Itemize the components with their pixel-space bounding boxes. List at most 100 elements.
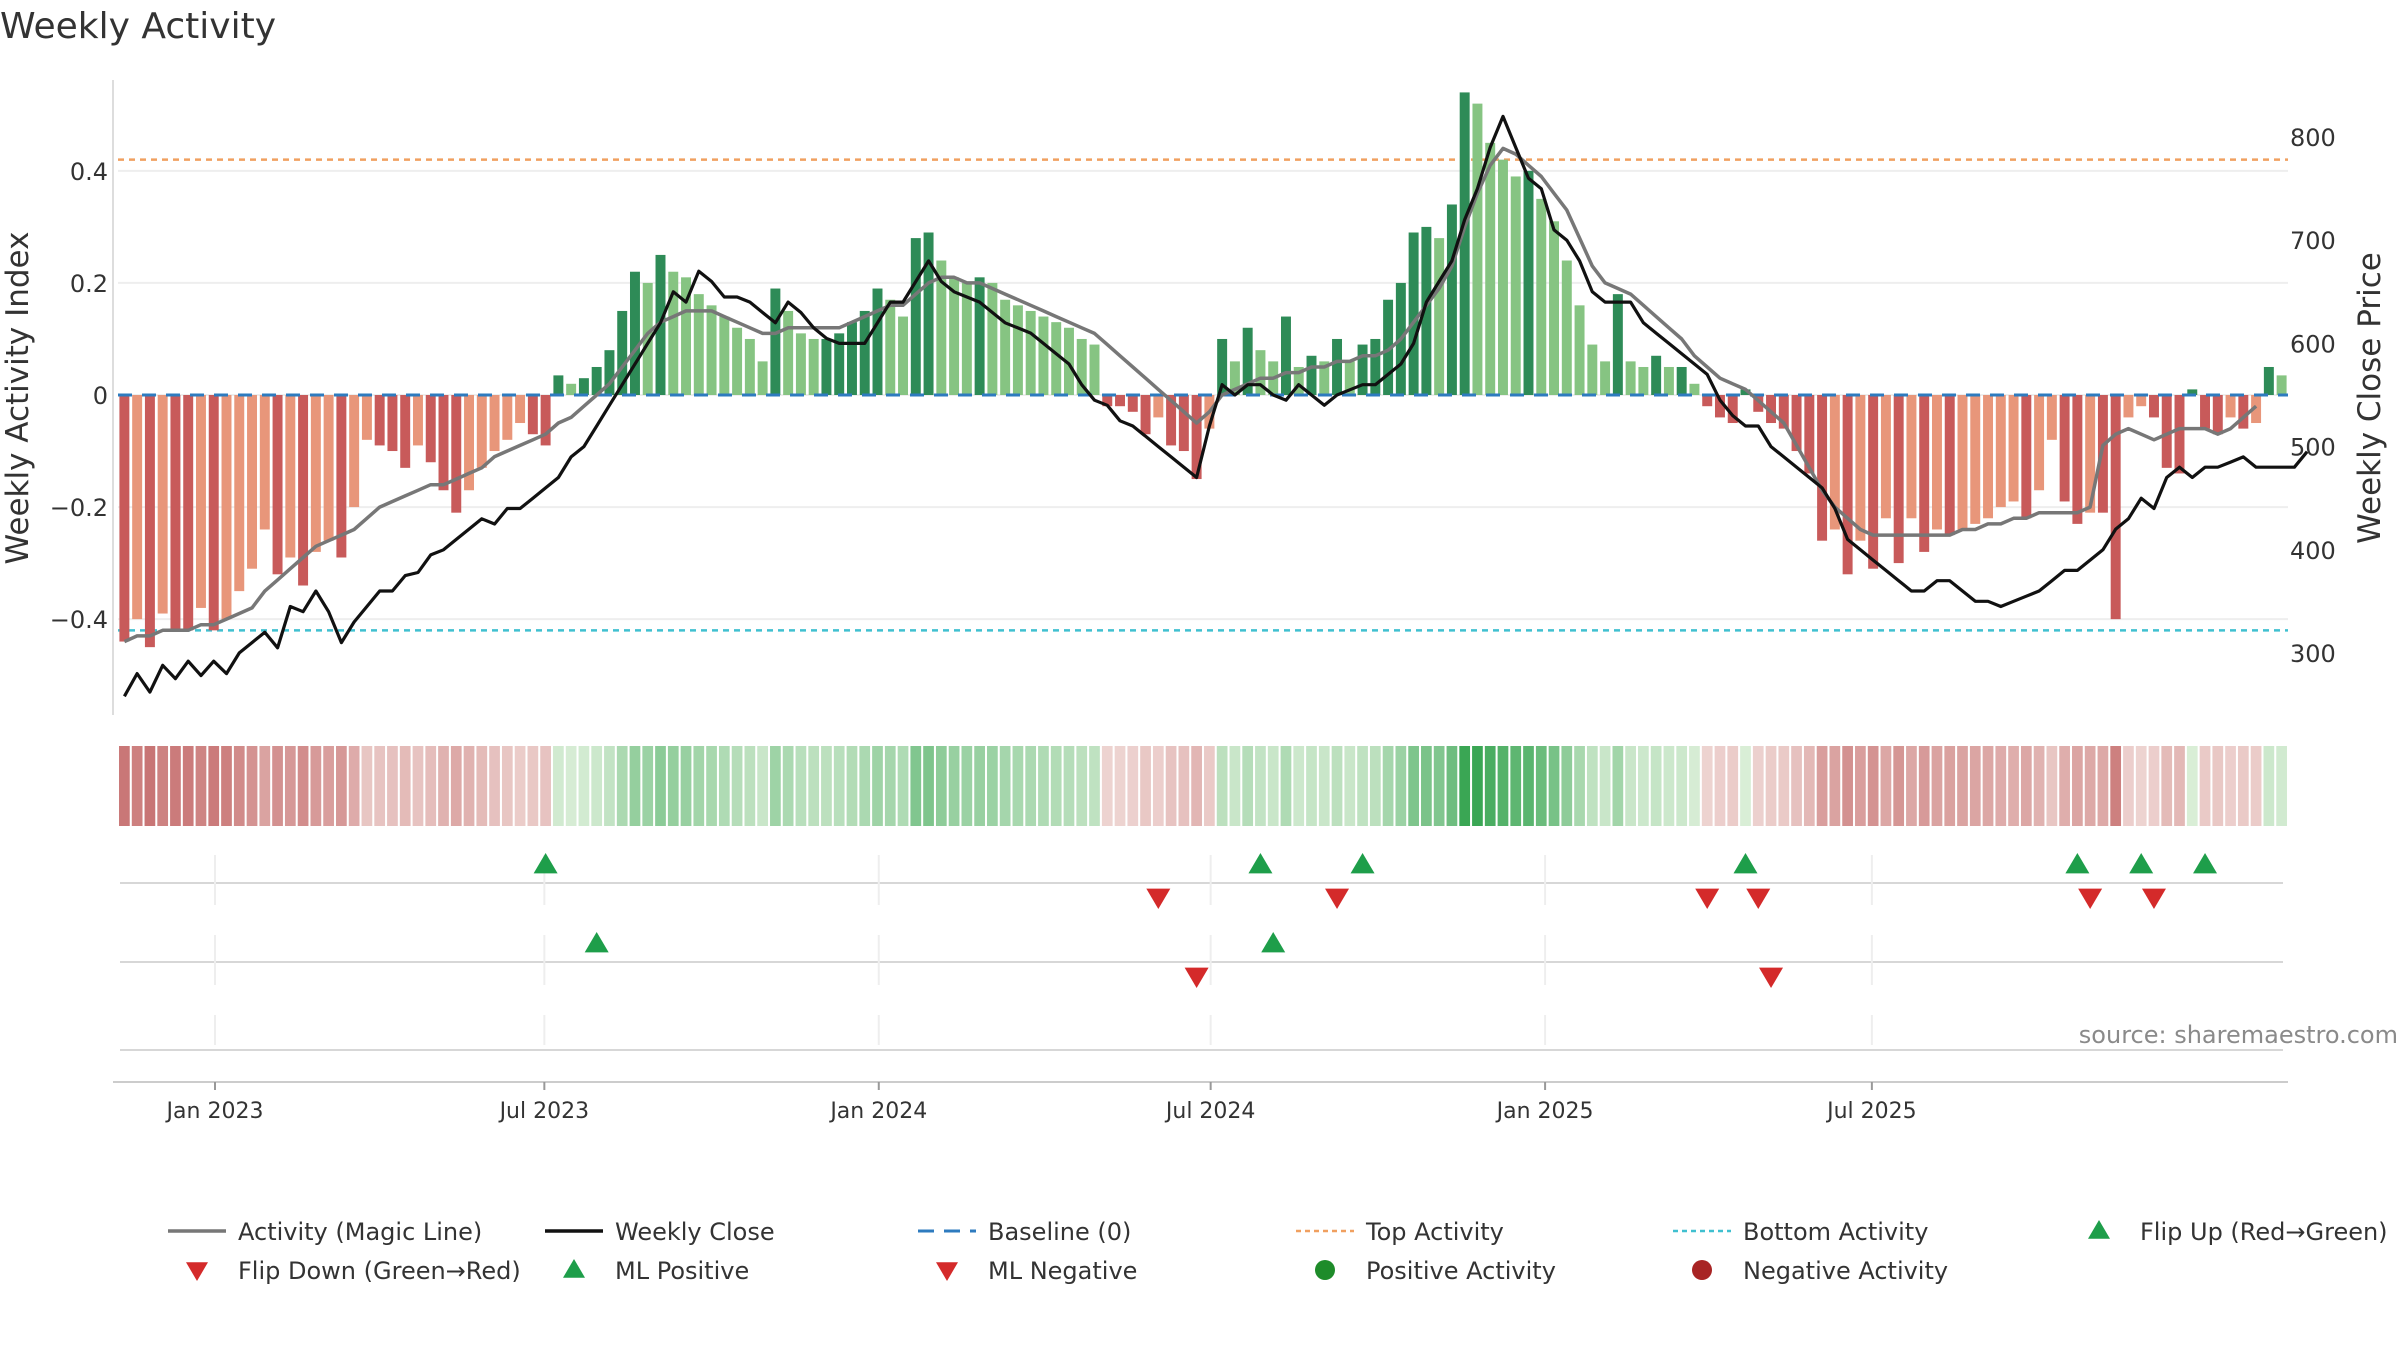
activity-bar bbox=[795, 333, 806, 395]
heat-cell bbox=[1867, 746, 1879, 826]
heat-cell bbox=[1306, 746, 1317, 826]
heat-cell bbox=[1574, 746, 1585, 826]
activity-bar bbox=[2034, 395, 2045, 491]
ml-positive-marker bbox=[1261, 932, 1286, 953]
heat-cell bbox=[1561, 746, 1573, 826]
y-tick-label: 0.2 bbox=[70, 270, 108, 298]
heat-cell bbox=[425, 746, 437, 826]
heat-cell bbox=[1663, 746, 1675, 826]
activity-bar bbox=[566, 383, 577, 395]
heat-cell bbox=[2033, 746, 2045, 826]
activity-bar bbox=[1625, 361, 1636, 395]
activity-bar bbox=[1753, 395, 1764, 412]
y-tick-label: −0.2 bbox=[50, 494, 108, 522]
activity-bar bbox=[1944, 395, 1955, 536]
magic-line bbox=[123, 146, 2258, 644]
activity-bar bbox=[540, 395, 551, 446]
heat-cell bbox=[233, 746, 245, 826]
activity-bar bbox=[1651, 355, 1662, 395]
activity-bar bbox=[1714, 395, 1725, 418]
activity-bar bbox=[1817, 395, 1828, 541]
activity-bar bbox=[1472, 103, 1483, 395]
heat-cell bbox=[553, 746, 564, 826]
heat-cell bbox=[144, 746, 156, 826]
heat-cell bbox=[2148, 746, 2160, 826]
activity-bar bbox=[451, 395, 462, 513]
heat-cell bbox=[1318, 746, 1330, 826]
heat-cell bbox=[2161, 746, 2173, 826]
chart-title: Weekly Activity bbox=[0, 6, 276, 47]
activity-bar bbox=[438, 395, 449, 491]
heat-cell bbox=[1791, 746, 1802, 826]
activity-bar bbox=[387, 395, 398, 452]
activity-bar bbox=[1676, 366, 1687, 395]
y2-tick-label: 400 bbox=[2290, 537, 2336, 565]
activity-bar bbox=[349, 395, 360, 508]
heat-cell bbox=[1497, 746, 1509, 826]
heat-cell bbox=[1484, 746, 1496, 826]
heat-cell bbox=[642, 746, 654, 826]
activity-bar bbox=[527, 395, 538, 435]
heat-cell bbox=[1433, 746, 1445, 826]
activity-bar bbox=[783, 310, 794, 395]
heat-cell bbox=[1510, 746, 1522, 826]
activity-bar bbox=[1766, 395, 1777, 424]
flip-up-marker bbox=[2065, 853, 2090, 874]
legend-item: Flip Up (Red→Green) bbox=[2088, 1218, 2388, 1246]
heat-cell bbox=[1982, 746, 1994, 826]
activity-bar bbox=[1663, 366, 1674, 395]
legend-label: Activity (Magic Line) bbox=[238, 1218, 482, 1246]
activity-bar bbox=[706, 305, 717, 395]
activity-bar bbox=[1906, 395, 1917, 519]
legend-item: Negative Activity bbox=[1692, 1257, 1948, 1285]
activity-bar bbox=[1089, 344, 1100, 395]
heat-cell bbox=[604, 746, 615, 826]
activity-bar bbox=[2251, 395, 2262, 424]
heat-cell bbox=[1204, 746, 1215, 826]
heat-cell bbox=[170, 746, 181, 826]
heat-cell bbox=[246, 746, 258, 826]
activity-bar bbox=[272, 395, 283, 575]
legend-swatch-down-triangle bbox=[936, 1262, 958, 1281]
heat-cell bbox=[1906, 746, 1917, 826]
heat-cell bbox=[846, 746, 858, 826]
activity-bar bbox=[1561, 260, 1572, 395]
heat-cell bbox=[999, 746, 1011, 826]
heat-cell bbox=[1650, 746, 1662, 826]
heat-cell bbox=[795, 746, 807, 826]
activity-bar bbox=[1919, 395, 1930, 552]
heat-cell bbox=[1025, 746, 1037, 826]
legend-swatch-up-triangle bbox=[2088, 1220, 2110, 1239]
flip-down-marker bbox=[2078, 888, 2103, 909]
heat-cell bbox=[1293, 746, 1305, 826]
heat-cell bbox=[1178, 746, 1190, 826]
activity-bar bbox=[693, 294, 704, 395]
heat-cell bbox=[2008, 746, 2019, 826]
activity-bar bbox=[502, 395, 513, 440]
activity-bar bbox=[1574, 305, 1585, 395]
heat-cell bbox=[1689, 746, 1700, 826]
heat-cell bbox=[1625, 746, 1636, 826]
activity-bar bbox=[732, 327, 743, 395]
heat-cell bbox=[706, 746, 717, 826]
activity-bar bbox=[1332, 338, 1343, 395]
activity-bar bbox=[1242, 327, 1253, 395]
activity-bar bbox=[2059, 395, 2070, 502]
activity-bar bbox=[1025, 310, 1036, 395]
activity-bar bbox=[872, 288, 883, 395]
activity-bar bbox=[489, 395, 500, 452]
activity-bar bbox=[285, 395, 296, 558]
heat-cell bbox=[2097, 746, 2109, 826]
flip-down-marker bbox=[2141, 888, 2166, 909]
activity-bar bbox=[1829, 395, 1840, 530]
activity-bar bbox=[1983, 395, 1994, 519]
legend-label: Flip Up (Red→Green) bbox=[2140, 1218, 2388, 1246]
flip-up-marker bbox=[1733, 853, 1758, 874]
flip-up-marker bbox=[2129, 853, 2154, 874]
heat-cell bbox=[221, 746, 232, 826]
activity-bar bbox=[1280, 316, 1291, 395]
heat-cell bbox=[935, 746, 947, 826]
heat-cell bbox=[527, 746, 539, 826]
legend-label: Weekly Close bbox=[615, 1218, 775, 1246]
heat-cell bbox=[1242, 746, 1254, 826]
